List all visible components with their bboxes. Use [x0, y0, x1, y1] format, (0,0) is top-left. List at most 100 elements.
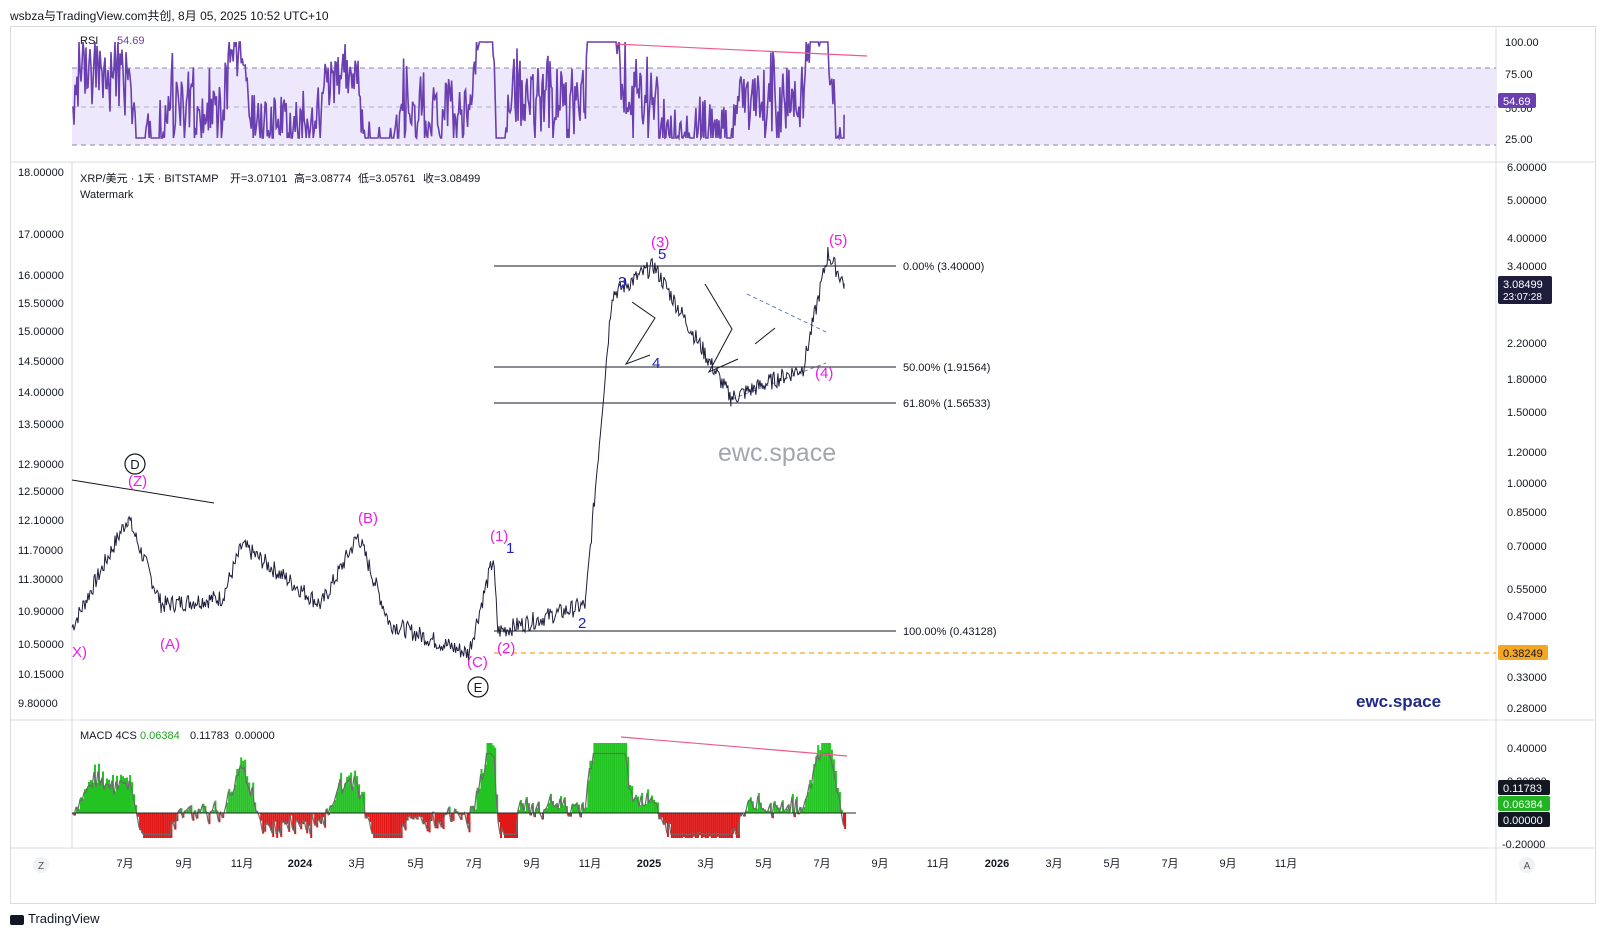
macd-bar [706, 813, 709, 838]
rsi-axis-100: 100.00 [1505, 37, 1539, 49]
time-axis-label: 7月 [116, 858, 133, 870]
macd-bar [292, 813, 295, 831]
macd-bar [332, 804, 335, 813]
macd-bar [153, 813, 156, 838]
macd-bar [432, 811, 435, 813]
macd-bar [226, 802, 229, 813]
macd-bar [314, 813, 317, 826]
macd-bar [645, 803, 648, 813]
left-axis-tick: 17.00000 [18, 229, 64, 241]
macd-bar [420, 813, 423, 818]
macd-bar [599, 743, 602, 813]
rsi-pane: RSI 54.69 100.00 75.00 50.00 25.00 54.69 [72, 35, 1539, 146]
right-axis-tick: 0.28000 [1507, 703, 1547, 715]
macd-bar [686, 813, 689, 838]
macd-bar [698, 813, 701, 836]
macd-bar [356, 776, 359, 813]
macd-bar [96, 782, 98, 813]
macd-bar [492, 745, 495, 813]
zoom-button-left-label[interactable]: Z [38, 861, 44, 872]
macd-bar [371, 813, 374, 834]
right-axis-tick: 1.00000 [1507, 478, 1547, 490]
macd-bar [617, 743, 620, 813]
macd-bar [664, 813, 667, 824]
macd-bar [188, 806, 191, 813]
fib-label-100: 100.00% (0.43128) [903, 626, 997, 638]
rsi-badge: 54.69 [1503, 96, 1531, 108]
right-axis-tick: 3.40000 [1507, 261, 1547, 273]
small-trend-3 [754, 327, 776, 345]
macd-bar [137, 813, 140, 817]
macd-bar [779, 811, 782, 813]
macd-bar [414, 813, 417, 818]
price-line [71, 246, 845, 661]
rsi-title: RSI [80, 35, 98, 47]
macd-bar [228, 788, 231, 813]
wave-label-a: (A) [160, 636, 180, 653]
wave-label-1: (1) [490, 528, 508, 545]
time-axis-label: 3月 [348, 858, 365, 870]
macd-bar [418, 813, 421, 817]
time-axis-right-button[interactable]: A [1519, 857, 1535, 873]
macd-bar [236, 769, 239, 813]
triangle-lower-line [731, 362, 827, 400]
macd-value-1: 0.06384 [140, 730, 180, 742]
left-axis-tick: 11.70000 [18, 545, 63, 557]
right-axis-tick: 0.47000 [1507, 611, 1547, 623]
time-axis-label: 5月 [755, 858, 772, 870]
zoom-button-left-bg[interactable] [33, 857, 49, 873]
fib-label-50: 50.00% (1.91564) [903, 362, 990, 374]
macd-bar [270, 813, 273, 831]
macd-bar [244, 759, 247, 813]
macd-bar [514, 813, 516, 838]
macd-axis-neg020: -0.20000 [1502, 839, 1545, 851]
left-axis-tick: 15.00000 [18, 326, 64, 338]
macd-bar [803, 806, 806, 813]
macd-bar [110, 784, 112, 813]
auto-scale-button-label[interactable]: A [1524, 861, 1531, 872]
macd-bar [484, 764, 487, 813]
chart-svg: RSI 54.69 100.00 75.00 50.00 25.00 54.69… [10, 26, 1596, 904]
macd-bar [302, 813, 305, 825]
macd-bar [262, 813, 265, 834]
macd-bar [168, 813, 171, 838]
subwave-label-5: 5 [658, 246, 666, 263]
tradingview-brand: TradingView [28, 911, 100, 926]
right-axis-tick: 0.55000 [1507, 584, 1547, 596]
macd-bar [607, 743, 610, 813]
macd-bar [676, 813, 679, 838]
macd-bar [619, 743, 622, 813]
left-axis-tick: 13.50000 [18, 419, 64, 431]
macd-bar [576, 802, 578, 813]
macd-bar [554, 805, 556, 813]
left-axis-tick: 10.50000 [18, 639, 64, 651]
macd-bar [834, 770, 837, 813]
wave-label-b: (B) [358, 510, 378, 527]
macd-bar [651, 795, 654, 813]
macd-bar [735, 813, 738, 838]
macd-bar [162, 813, 165, 838]
macd-bar [306, 813, 309, 834]
macd-bar [692, 813, 695, 837]
small-triangle-2 [704, 283, 739, 374]
macd-bar [396, 813, 399, 838]
macd-bar [660, 813, 663, 818]
macd-bar [830, 749, 833, 813]
left-axis-tick: 14.00000 [18, 387, 64, 399]
right-axis-tick: 0.85000 [1507, 507, 1547, 519]
auto-scale-button-bg[interactable] [1519, 857, 1535, 873]
time-axis-label: 5月 [407, 858, 424, 870]
time-axis-left-button[interactable]: Z [33, 857, 49, 873]
macd-bar [805, 798, 808, 813]
fib-label-0: 0.00% (3.40000) [903, 261, 984, 273]
macd-bar [544, 809, 546, 813]
center-watermark: ewc.space [718, 439, 836, 467]
macd-bar [346, 776, 349, 813]
macd-bar [387, 813, 390, 838]
macd-bar [832, 759, 835, 813]
macd-bar [524, 810, 526, 813]
macd-bar [102, 771, 104, 813]
macd-bar [672, 813, 675, 838]
macd-bar [809, 779, 812, 813]
macd-bar [474, 809, 477, 813]
